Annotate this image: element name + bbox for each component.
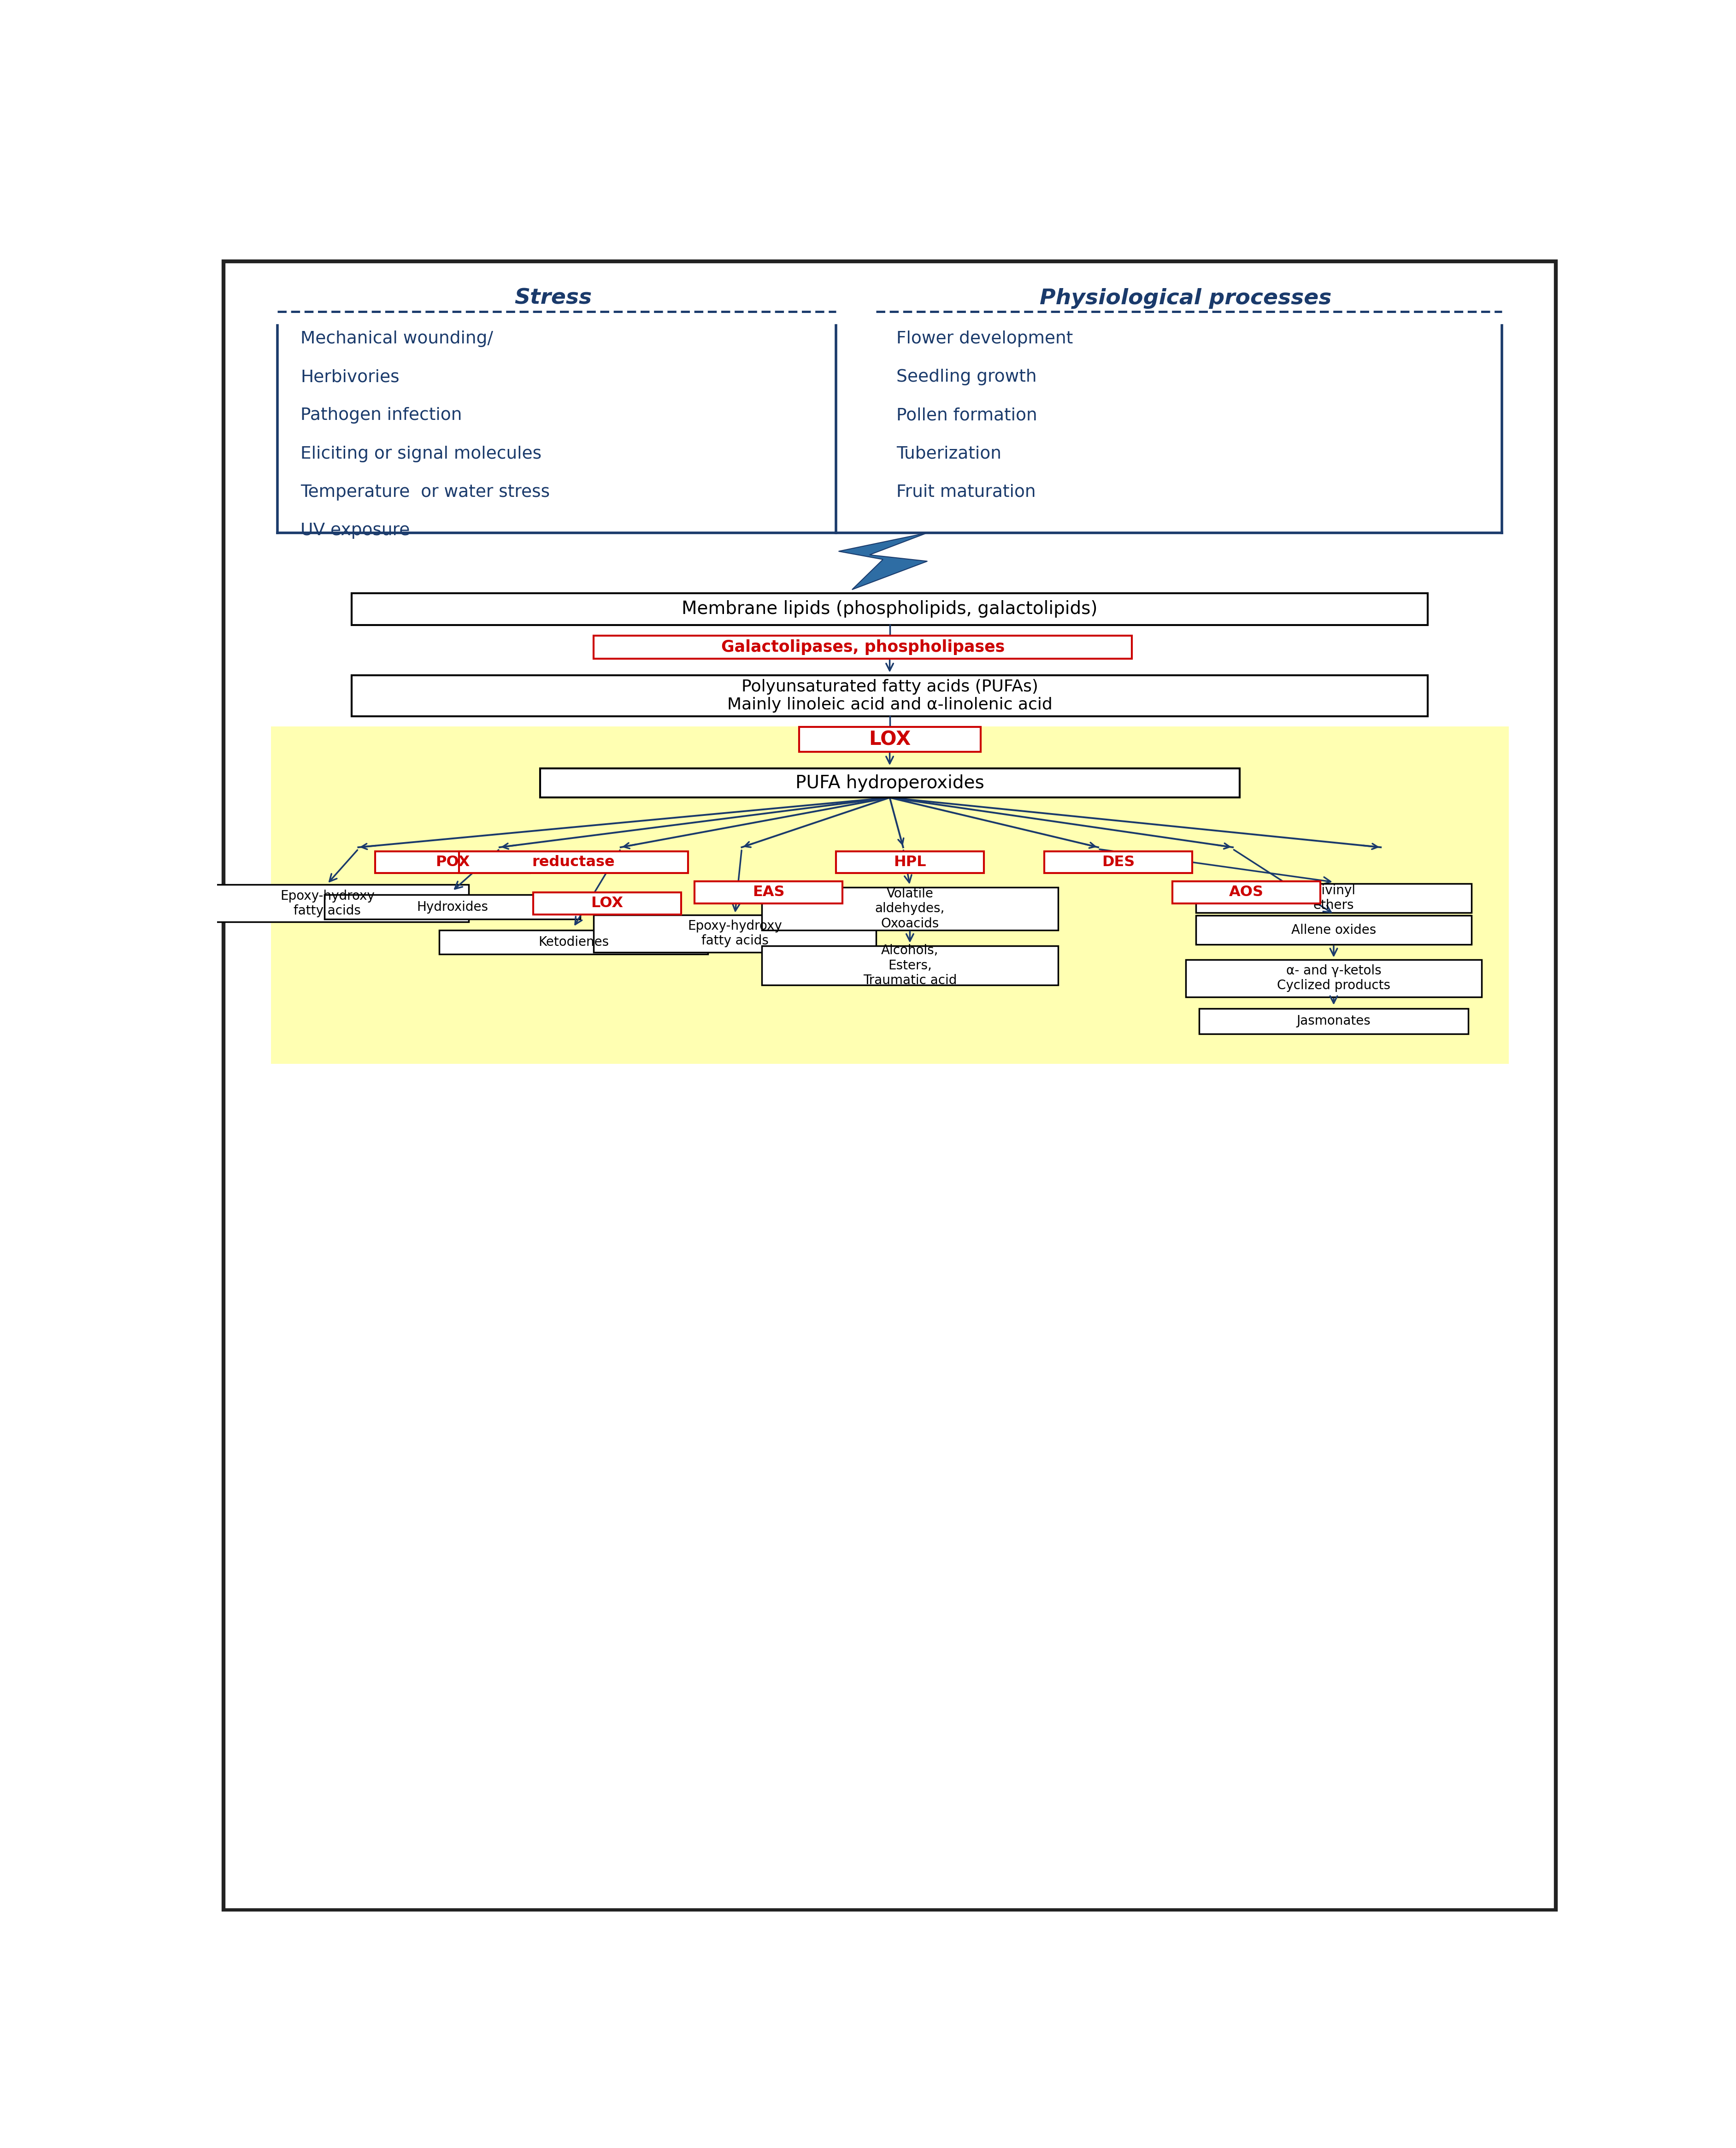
Text: HPL: HPL [894, 855, 925, 870]
FancyBboxPatch shape [799, 726, 981, 752]
Text: Pollen formation: Pollen formation [896, 408, 1038, 423]
Text: α- and γ-ketols
Cyclized products: α- and γ-ketols Cyclized products [1278, 964, 1391, 992]
FancyBboxPatch shape [594, 636, 1132, 659]
Text: Ketodienes: Ketodienes [538, 937, 609, 949]
Text: Physiological processes: Physiological processes [1040, 288, 1332, 309]
Text: Eliciting or signal molecules: Eliciting or signal molecules [300, 445, 542, 462]
Text: Flower development: Flower development [896, 331, 1073, 348]
Text: UV exposure: UV exposure [300, 522, 410, 539]
FancyBboxPatch shape [694, 881, 842, 904]
Text: Divinyl
ethers: Divinyl ethers [1312, 885, 1356, 913]
FancyBboxPatch shape [224, 262, 1555, 1910]
Text: Galactolipases, phospholipases: Galactolipases, phospholipases [720, 640, 1005, 655]
FancyBboxPatch shape [439, 930, 708, 954]
Text: Volatile
aldehydes,
Oxoacids: Volatile aldehydes, Oxoacids [875, 887, 944, 930]
Text: DES: DES [1102, 855, 1135, 870]
FancyBboxPatch shape [1196, 915, 1472, 945]
Text: LOX: LOX [868, 730, 911, 750]
Text: Pathogen infection: Pathogen infection [300, 408, 462, 423]
FancyBboxPatch shape [460, 851, 687, 874]
FancyBboxPatch shape [540, 769, 1240, 797]
Text: Seedling growth: Seedling growth [896, 369, 1036, 384]
FancyBboxPatch shape [1186, 960, 1483, 997]
Text: Allene oxides: Allene oxides [1292, 924, 1377, 937]
FancyBboxPatch shape [352, 674, 1429, 715]
Text: PUFA hydroperoxides: PUFA hydroperoxides [795, 773, 984, 793]
Text: POX: POX [436, 855, 469, 870]
FancyBboxPatch shape [837, 851, 984, 874]
FancyBboxPatch shape [1196, 883, 1472, 913]
FancyBboxPatch shape [186, 885, 469, 921]
Text: Tuberization: Tuberization [896, 445, 1002, 462]
Polygon shape [838, 533, 927, 589]
FancyBboxPatch shape [271, 726, 1509, 1063]
Text: Epoxy-hydroxy
fatty acids: Epoxy-hydroxy fatty acids [687, 919, 783, 947]
FancyBboxPatch shape [375, 851, 529, 874]
Text: Alcohols,
Esters,
Traumatic acid: Alcohols, Esters, Traumatic acid [863, 945, 957, 986]
Text: Polyunsaturated fatty acids (PUFAs)
Mainly linoleic acid and α-linolenic acid: Polyunsaturated fatty acids (PUFAs) Main… [727, 679, 1052, 713]
Text: EAS: EAS [753, 885, 785, 900]
Text: Temperature  or water stress: Temperature or water stress [300, 483, 550, 500]
FancyBboxPatch shape [533, 891, 681, 915]
Text: Mechanical wounding/: Mechanical wounding/ [300, 331, 493, 348]
Text: LOX: LOX [590, 896, 623, 911]
Text: Hydroxides: Hydroxides [417, 900, 488, 913]
Text: Stress: Stress [514, 288, 592, 309]
FancyBboxPatch shape [1200, 1007, 1469, 1033]
FancyBboxPatch shape [762, 887, 1057, 930]
Text: Membrane lipids (phospholipids, galactolipids): Membrane lipids (phospholipids, galactol… [682, 601, 1097, 619]
Text: Herbivories: Herbivories [300, 369, 399, 384]
FancyBboxPatch shape [352, 593, 1429, 625]
FancyBboxPatch shape [594, 915, 877, 952]
FancyBboxPatch shape [325, 896, 580, 919]
Text: Epoxy-hydroxy
fatty acids: Epoxy-hydroxy fatty acids [279, 889, 375, 917]
Text: reductase: reductase [533, 855, 615, 870]
Text: AOS: AOS [1229, 885, 1264, 900]
FancyBboxPatch shape [1045, 851, 1193, 874]
FancyBboxPatch shape [1172, 881, 1321, 904]
Text: Jasmonates: Jasmonates [1297, 1014, 1371, 1027]
Text: Fruit maturation: Fruit maturation [896, 483, 1036, 500]
FancyBboxPatch shape [762, 945, 1057, 986]
